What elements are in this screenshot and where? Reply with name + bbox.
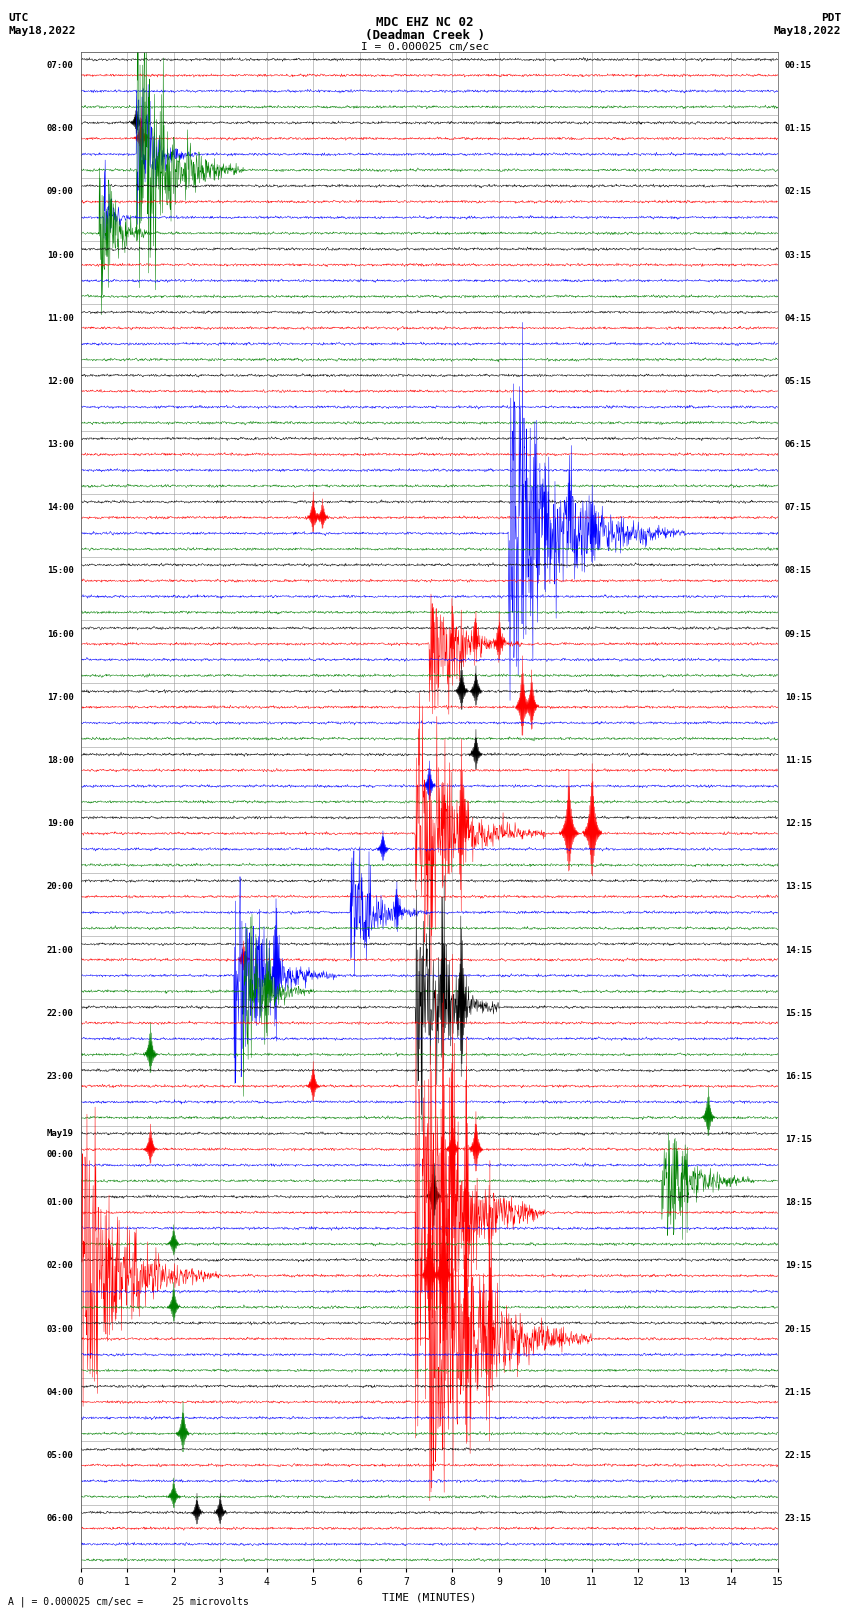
Text: 23:00: 23:00 [47, 1073, 74, 1081]
Text: 08:15: 08:15 [785, 566, 812, 576]
Text: 09:15: 09:15 [785, 629, 812, 639]
Text: 03:00: 03:00 [47, 1324, 74, 1334]
Text: 18:00: 18:00 [47, 756, 74, 765]
Text: 04:00: 04:00 [47, 1387, 74, 1397]
Text: 06:15: 06:15 [785, 440, 812, 448]
Text: 04:15: 04:15 [785, 315, 812, 323]
Text: 05:00: 05:00 [47, 1452, 74, 1460]
X-axis label: TIME (MINUTES): TIME (MINUTES) [382, 1592, 477, 1602]
Text: 20:15: 20:15 [785, 1324, 812, 1334]
Text: May18,2022: May18,2022 [8, 26, 76, 35]
Text: 01:00: 01:00 [47, 1198, 74, 1207]
Text: MDC EHZ NC 02: MDC EHZ NC 02 [377, 16, 473, 29]
Text: 16:15: 16:15 [785, 1073, 812, 1081]
Text: 15:15: 15:15 [785, 1008, 812, 1018]
Text: 07:00: 07:00 [47, 61, 74, 69]
Text: 00:15: 00:15 [785, 61, 812, 69]
Text: 05:15: 05:15 [785, 377, 812, 386]
Text: 12:00: 12:00 [47, 377, 74, 386]
Text: 15:00: 15:00 [47, 566, 74, 576]
Text: 10:15: 10:15 [785, 694, 812, 702]
Text: 18:15: 18:15 [785, 1198, 812, 1207]
Text: 21:15: 21:15 [785, 1387, 812, 1397]
Text: 16:00: 16:00 [47, 629, 74, 639]
Text: 17:00: 17:00 [47, 694, 74, 702]
Text: 12:15: 12:15 [785, 819, 812, 827]
Text: 22:00: 22:00 [47, 1008, 74, 1018]
Text: 08:00: 08:00 [47, 124, 74, 134]
Text: 17:15: 17:15 [785, 1136, 812, 1144]
Text: 09:00: 09:00 [47, 187, 74, 197]
Text: 23:15: 23:15 [785, 1515, 812, 1523]
Text: 07:15: 07:15 [785, 503, 812, 513]
Text: 22:15: 22:15 [785, 1452, 812, 1460]
Text: (Deadman Creek ): (Deadman Creek ) [365, 29, 485, 42]
Text: May18,2022: May18,2022 [774, 26, 842, 35]
Text: I = 0.000025 cm/sec: I = 0.000025 cm/sec [361, 42, 489, 52]
Text: PDT: PDT [821, 13, 842, 23]
Text: 19:15: 19:15 [785, 1261, 812, 1271]
Text: 21:00: 21:00 [47, 945, 74, 955]
Text: 02:00: 02:00 [47, 1261, 74, 1271]
Text: A | = 0.000025 cm/sec =     25 microvolts: A | = 0.000025 cm/sec = 25 microvolts [8, 1595, 249, 1607]
Text: 10:00: 10:00 [47, 250, 74, 260]
Text: 00:00: 00:00 [47, 1150, 74, 1158]
Text: May19: May19 [47, 1129, 74, 1137]
Text: 14:15: 14:15 [785, 945, 812, 955]
Text: 19:00: 19:00 [47, 819, 74, 827]
Text: 20:00: 20:00 [47, 882, 74, 892]
Text: 11:00: 11:00 [47, 315, 74, 323]
Text: 13:00: 13:00 [47, 440, 74, 448]
Text: 01:15: 01:15 [785, 124, 812, 134]
Text: UTC: UTC [8, 13, 29, 23]
Text: 11:15: 11:15 [785, 756, 812, 765]
Text: 03:15: 03:15 [785, 250, 812, 260]
Text: 13:15: 13:15 [785, 882, 812, 892]
Text: 06:00: 06:00 [47, 1515, 74, 1523]
Text: 02:15: 02:15 [785, 187, 812, 197]
Text: 14:00: 14:00 [47, 503, 74, 513]
